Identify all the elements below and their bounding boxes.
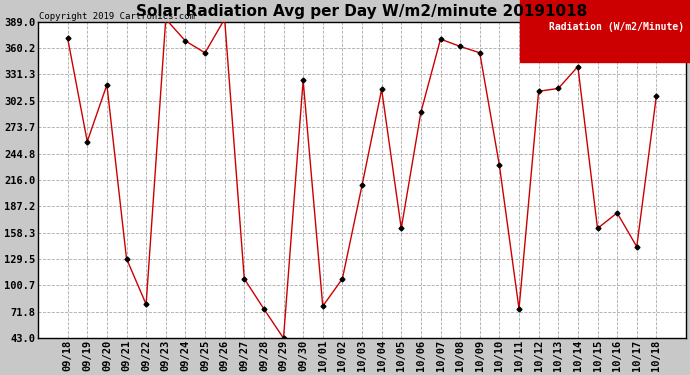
Title: Solar Radiation Avg per Day W/m2/minute 20191018: Solar Radiation Avg per Day W/m2/minute … bbox=[137, 4, 588, 19]
Text: Copyright 2019 Cartronics.com: Copyright 2019 Cartronics.com bbox=[39, 12, 195, 21]
Text: Radiation (W/m2/Minute): Radiation (W/m2/Minute) bbox=[549, 22, 684, 32]
